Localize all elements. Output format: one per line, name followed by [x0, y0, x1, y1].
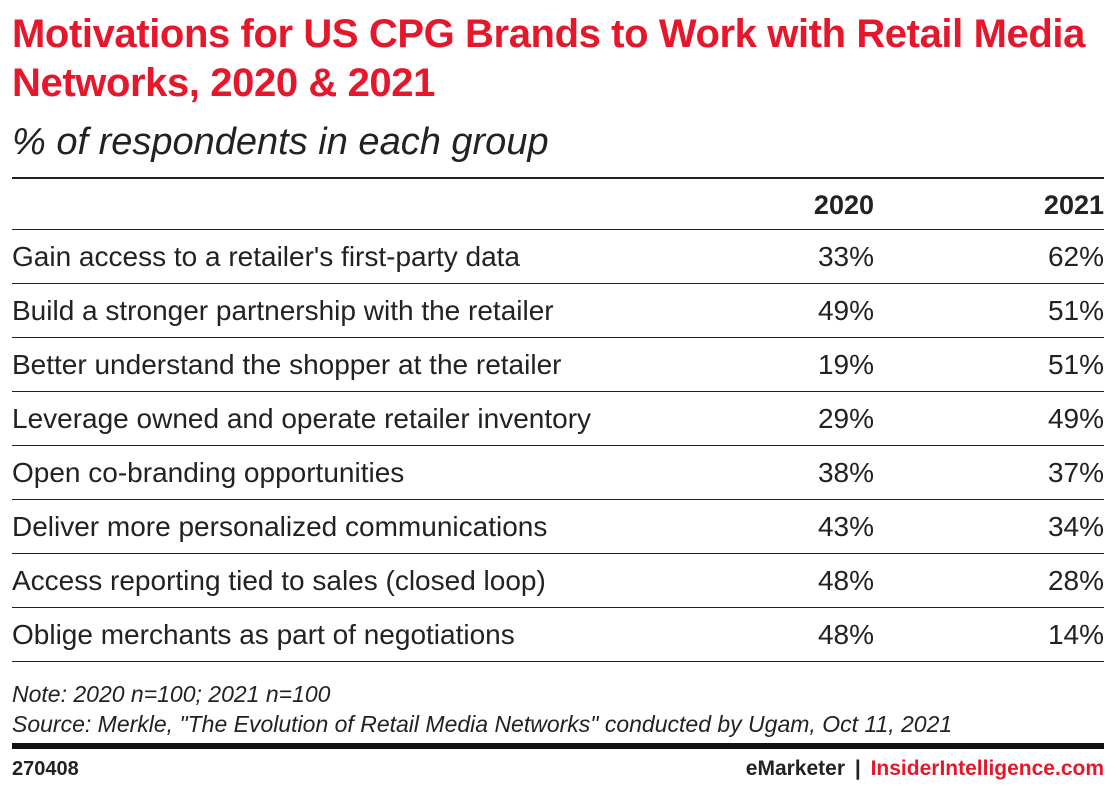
- value-2021: 51%: [1047, 294, 1104, 326]
- header-rule: [12, 177, 1104, 179]
- insider-intelligence-link[interactable]: InsiderIntelligence.com: [870, 757, 1104, 780]
- table-row: Oblige merchants as part of negotiations…: [12, 608, 1104, 662]
- brand-separator: |: [854, 757, 861, 780]
- row-label: Leverage owned and operate retailer inve…: [12, 402, 592, 434]
- table-body: Gain access to a retailer's first-party …: [12, 230, 1104, 662]
- row-label: Deliver more personalized communications: [12, 510, 548, 542]
- value-2020: 33%: [817, 240, 874, 272]
- table-row: Build a stronger partnership with the re…: [12, 284, 1104, 338]
- row-label: Oblige merchants as part of negotiations: [12, 618, 515, 650]
- table-row: Gain access to a retailer's first-party …: [12, 230, 1104, 284]
- row-label: Build a stronger partnership with the re…: [12, 294, 554, 326]
- table-header-row: 2020 2021: [12, 179, 1104, 230]
- table-row: Leverage owned and operate retailer inve…: [12, 392, 1104, 446]
- value-2020: 48%: [817, 564, 874, 596]
- data-table: 2020 2021 Gain access to a retailer's fi…: [12, 179, 1104, 662]
- chart-id: 270408: [12, 758, 79, 780]
- value-2021: 34%: [1047, 510, 1104, 542]
- table-row: Deliver more personalized communications…: [12, 500, 1104, 554]
- column-header-label: [12, 179, 802, 230]
- value-2021: 37%: [1047, 456, 1104, 488]
- value-2020: 43%: [817, 510, 874, 542]
- row-label: Better understand the shopper at the ret…: [12, 348, 562, 380]
- emarketer-brand: eMarketer: [745, 757, 846, 780]
- note-text: Note: 2020 n=100; 2021 n=100: [12, 681, 331, 707]
- row-label: Access reporting tied to sales (closed l…: [12, 564, 546, 596]
- chart-title: Motivations for US CPG Brands to Work wi…: [12, 12, 1085, 105]
- column-header-2020: 2020: [813, 189, 874, 220]
- value-2020: 38%: [817, 456, 874, 488]
- value-2021: 49%: [1047, 402, 1104, 434]
- source-text: Source: Merkle, "The Evolution of Retail…: [12, 711, 953, 737]
- table-row: Access reporting tied to sales (closed l…: [12, 554, 1104, 608]
- column-header-2021: 2021: [1043, 189, 1104, 220]
- table-row: Better understand the shopper at the ret…: [12, 338, 1104, 392]
- value-2020: 48%: [817, 618, 874, 650]
- chart-subtitle: % of respondents in each group: [12, 121, 549, 163]
- table-row: Open co-branding opportunities 38% 37%: [12, 446, 1104, 500]
- value-2020: 29%: [817, 402, 874, 434]
- footer-rule: [12, 743, 1104, 749]
- row-label: Open co-branding opportunities: [12, 456, 405, 488]
- value-2021: 14%: [1047, 618, 1104, 650]
- value-2021: 51%: [1047, 348, 1104, 380]
- brand-footer: eMarketer | InsiderIntelligence.com: [746, 757, 1104, 781]
- value-2020: 49%: [817, 294, 874, 326]
- value-2021: 62%: [1047, 240, 1104, 272]
- row-label: Gain access to a retailer's first-party …: [12, 240, 520, 272]
- value-2021: 28%: [1047, 564, 1104, 596]
- value-2020: 19%: [817, 348, 874, 380]
